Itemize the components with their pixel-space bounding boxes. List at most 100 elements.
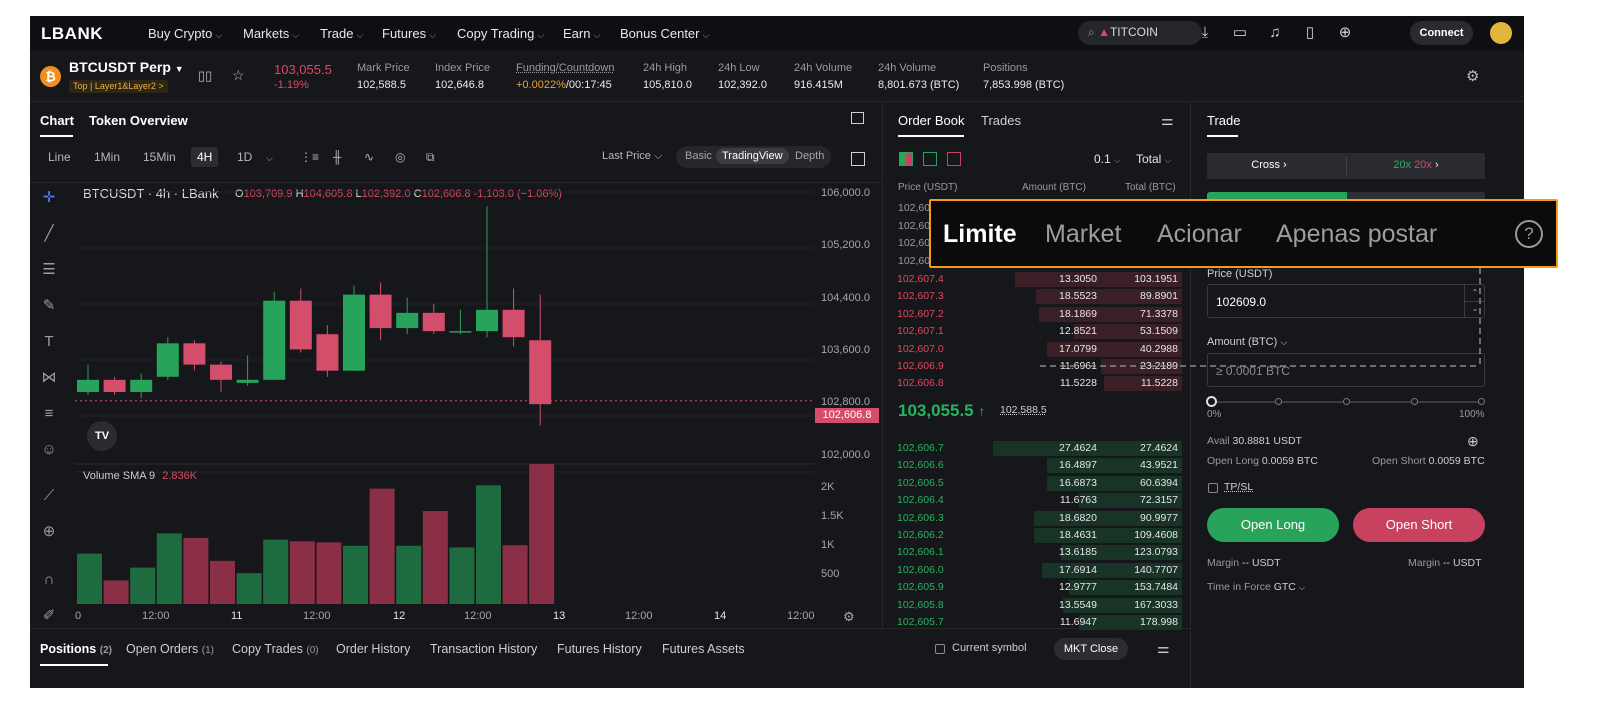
- fullscreen-icon[interactable]: [851, 152, 865, 166]
- symbol-tags[interactable]: Top | Layer1&Layer2 >: [69, 80, 168, 93]
- tab-open-orders[interactable]: Open Orders (1): [126, 642, 214, 656]
- open-short-button[interactable]: Open Short: [1353, 508, 1485, 542]
- trendline-icon[interactable]: ╱: [44, 225, 54, 242]
- avatar[interactable]: [1490, 22, 1512, 44]
- bid-row[interactable]: 102,605.9 12.9777 153.7484: [892, 579, 1182, 596]
- download-icon[interactable]: ⤓: [1201, 24, 1209, 41]
- nav-futures[interactable]: Futures ⌵: [382, 26, 436, 41]
- tab-futures-history[interactable]: Futures History: [557, 642, 642, 656]
- wallet-icon[interactable]: ▭: [1232, 24, 1248, 41]
- study-icon[interactable]: ∿: [364, 150, 375, 164]
- bell-icon[interactable]: ♫: [1269, 24, 1281, 41]
- order-type-limit[interactable]: Limite: [943, 220, 1017, 248]
- ask-row[interactable]: 102,607.3 18.5523 89.8901: [892, 288, 1182, 305]
- stat-label[interactable]: Funding/Countdown: [516, 62, 615, 74]
- amount-input[interactable]: ≥ 0.0001 BTC: [1207, 353, 1485, 387]
- filter-settings-icon[interactable]: ⚌: [1161, 112, 1174, 128]
- current-symbol-checkbox[interactable]: [935, 644, 945, 654]
- ruler-icon[interactable]: ⟋: [43, 487, 55, 504]
- bid-row[interactable]: 102,606.4 11.6763 72.3157: [892, 492, 1182, 509]
- tab-trades[interactable]: Trades: [981, 113, 1021, 128]
- mode-tradingview[interactable]: TradingView: [716, 148, 789, 164]
- margin-mode-button[interactable]: Cross ›: [1251, 159, 1287, 171]
- maximize-icon[interactable]: [851, 112, 864, 124]
- ask-row[interactable]: 102,607.4 13.3050 103.1951: [892, 271, 1182, 288]
- bid-row[interactable]: 102,606.7 27.4624 27.4624: [892, 440, 1182, 457]
- ask-row[interactable]: 102,607.1 12.8521 53.1509: [892, 323, 1182, 340]
- slider-tick[interactable]: [1478, 398, 1485, 405]
- ask-row[interactable]: 102,606.8 11.5228 11.5228: [892, 375, 1182, 392]
- tf-1d[interactable]: 1D: [237, 150, 253, 164]
- slider-tick[interactable]: [1411, 398, 1418, 405]
- bid-row[interactable]: 102,606.5 16.6873 60.6394: [892, 475, 1182, 492]
- globe-icon[interactable]: ⊕: [1338, 24, 1352, 41]
- tab-chart[interactable]: Chart: [40, 113, 74, 128]
- amount-label[interactable]: Amount (BTC) ⌵: [1207, 336, 1288, 348]
- tradingview-logo[interactable]: TV: [87, 421, 117, 451]
- tab-futures-assets[interactable]: Futures Assets: [662, 642, 745, 656]
- slider-tick[interactable]: [1275, 398, 1282, 405]
- tab-order-history[interactable]: Order History: [336, 642, 411, 656]
- nav-trade[interactable]: Trade ⌵: [320, 26, 364, 41]
- slider-tick[interactable]: [1343, 398, 1350, 405]
- bid-row[interactable]: 102,606.0 17.6914 140.7707: [892, 562, 1182, 579]
- bid-row[interactable]: 102,605.7 11.6947 178.998: [892, 614, 1182, 631]
- lock-icon[interactable]: ✐: [42, 607, 56, 624]
- mkt-close-button[interactable]: MKT Close: [1054, 638, 1128, 660]
- book-both-icon[interactable]: [899, 152, 913, 166]
- book-icon[interactable]: ▯▯: [198, 68, 213, 83]
- order-type-trigger[interactable]: Acionar: [1157, 220, 1242, 248]
- leverage-button[interactable]: 20x 20x ›: [1393, 159, 1439, 171]
- total-selector[interactable]: Total ⌵: [1136, 152, 1172, 166]
- slider-handle[interactable]: [1206, 396, 1217, 407]
- pattern-icon[interactable]: ⋈: [41, 369, 57, 386]
- price-input[interactable]: 102609.0 ⌃ ⌄: [1207, 284, 1485, 318]
- search-box[interactable]: ⌕ ▲TITCOIN: [1078, 21, 1202, 45]
- magnet-icon[interactable]: ∩: [43, 571, 55, 588]
- book-bids-icon[interactable]: [923, 152, 937, 166]
- tab-order-book[interactable]: Order Book: [898, 113, 965, 128]
- brush-icon[interactable]: ✎: [42, 297, 56, 314]
- tf-15min[interactable]: 15Min: [143, 150, 176, 164]
- time-in-force[interactable]: Time in Force GTC ⌵: [1207, 581, 1305, 593]
- crosshair-icon[interactable]: ✛: [42, 189, 56, 206]
- tf-1min[interactable]: 1Min: [94, 150, 121, 164]
- search-input[interactable]: TITCOIN: [1109, 25, 1158, 39]
- candle-type-icon[interactable]: ╫: [333, 150, 342, 164]
- nav-buy-crypto[interactable]: Buy Crypto ⌵: [148, 26, 223, 41]
- last-price-selector[interactable]: Last Price ⌵: [602, 150, 663, 162]
- tf-4h[interactable]: 4H: [191, 147, 219, 167]
- tab-copy-trades[interactable]: Copy Trades (0): [232, 642, 319, 656]
- measure-lines-icon[interactable]: ≡: [44, 405, 54, 422]
- fib-icon[interactable]: ☰: [42, 261, 56, 278]
- order-type-post-only[interactable]: Apenas postar: [1276, 220, 1438, 248]
- zoom-in-icon[interactable]: ⊕: [42, 523, 56, 540]
- nav-bonus-center[interactable]: Bonus Center ⌵: [620, 26, 710, 41]
- tab-transaction-history[interactable]: Transaction History: [430, 642, 538, 656]
- camera-icon[interactable]: ⧉: [426, 150, 435, 164]
- nav-markets[interactable]: Markets ⌵: [243, 26, 300, 41]
- logo[interactable]: LBANK: [41, 24, 103, 43]
- tab-token-overview[interactable]: Token Overview: [89, 113, 188, 128]
- chevron-down-icon[interactable]: ⌵: [266, 153, 273, 163]
- open-long-button[interactable]: Open Long: [1207, 508, 1339, 542]
- mode-basic[interactable]: Basic: [685, 150, 712, 162]
- star-icon[interactable]: ☆: [232, 67, 245, 83]
- settings-icon[interactable]: ⚙: [1466, 68, 1480, 85]
- nav-earn[interactable]: Earn ⌵: [563, 26, 601, 41]
- increment-icon[interactable]: ⌃: [1464, 285, 1485, 301]
- book-asks-icon[interactable]: [947, 152, 961, 166]
- target-icon[interactable]: ◎: [395, 150, 406, 164]
- ask-row[interactable]: 102,607.2 18.1869 71.3378: [892, 306, 1182, 323]
- bid-row[interactable]: 102,606.1 13.6185 123.0793: [892, 544, 1182, 561]
- tpsl-checkbox[interactable]: [1208, 483, 1218, 493]
- decrement-icon[interactable]: ⌄: [1464, 301, 1485, 317]
- order-type-market[interactable]: Market: [1045, 220, 1122, 248]
- bid-row[interactable]: 102,606.3 18.6820 90.9977: [892, 510, 1182, 527]
- tpsl-label[interactable]: TP/SL: [1224, 481, 1254, 493]
- sliders-icon[interactable]: ⚌: [1157, 640, 1170, 656]
- ask-row[interactable]: 102,607.0 17.0799 40.2988: [892, 341, 1182, 358]
- add-funds-icon[interactable]: ⊕: [1467, 433, 1479, 449]
- mode-depth[interactable]: Depth: [795, 150, 825, 162]
- bid-row[interactable]: 102,605.8 13.5549 167.3033: [892, 597, 1182, 614]
